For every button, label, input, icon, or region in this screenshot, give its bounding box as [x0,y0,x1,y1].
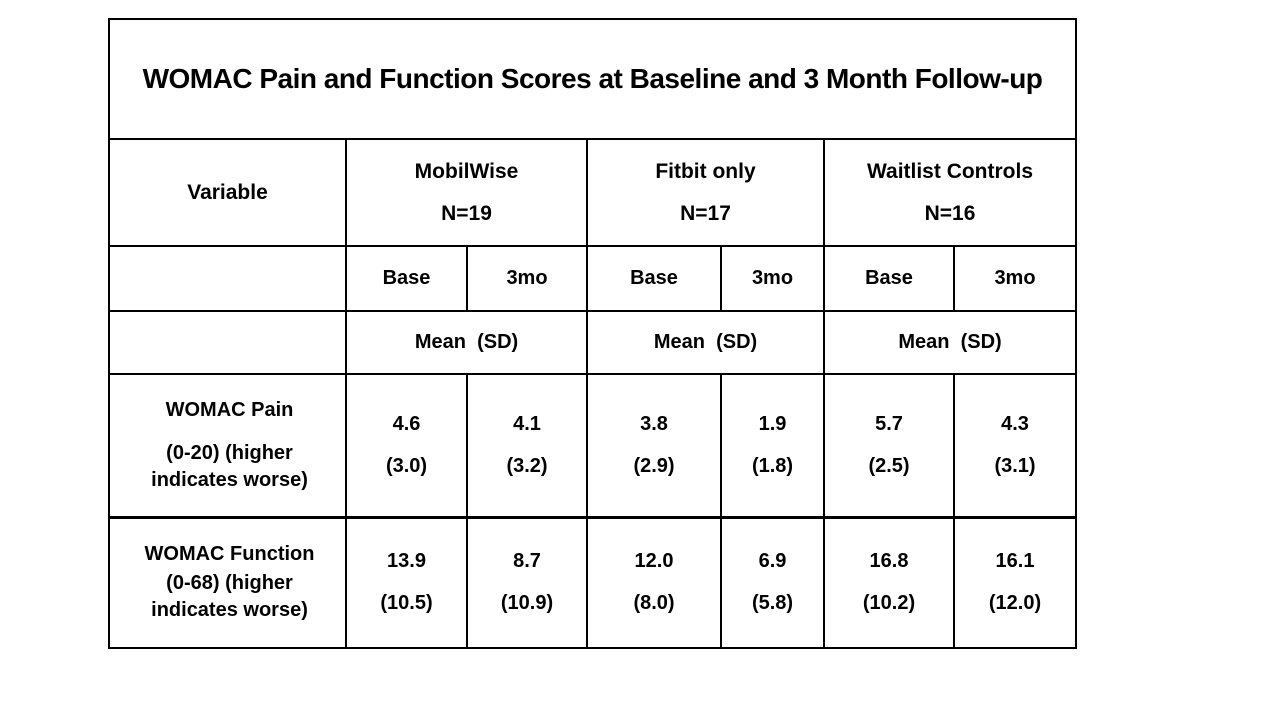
mobilwise-3mo-header: 3mo [466,245,588,312]
timepoint-empty-cell [108,245,347,312]
sd-value: (2.9) [633,454,675,477]
sd-value: (3.2) [506,454,548,477]
mean-value: 16.8 [869,550,909,573]
pain-variable-name: WOMAC Pain [165,398,294,421]
title-cell: WOMAC Pain and Function Scores at Baseli… [108,18,1077,140]
group-n-fitbit: N=17 [680,201,731,225]
group-n-waitlist: N=16 [924,201,976,225]
pain-waitlist-3mo-cell: 4.3 (3.1) [953,373,1077,519]
pain-fitbit-3mo-cell: 1.9 (1.8) [720,373,825,519]
sd-value: (3.1) [994,454,1036,477]
fitbit-base-header: Base [586,245,722,312]
womac-function-row: WOMAC Function (0-68) (higher indicates … [108,516,1077,649]
stat-label-row: Mean (SD) Mean (SD) Mean (SD) [108,310,1077,375]
pain-variable-cell: WOMAC Pain (0-20) (higher indicates wors… [108,373,347,519]
sd-value: (10.5) [380,592,433,615]
mean-value: 12.0 [634,550,674,573]
group-n-mobilwise: N=19 [441,201,492,225]
mobilwise-stat-label: Mean (SD) [345,310,588,375]
function-variable-name: WOMAC Function [144,543,315,566]
function-mobilwise-base-cell: 13.9 (10.5) [345,516,468,649]
sd-value: (10.9) [500,592,554,615]
pain-fitbit-base-cell: 3.8 (2.9) [586,373,722,519]
mean-value: 1.9 [758,412,787,435]
mean-value: 5.7 [875,412,903,435]
mean-value: 13.9 [387,550,426,573]
group-header-row: Variable MobilWise N=19 Fitbit only N=17… [108,138,1077,247]
waitlist-3mo-header: 3mo [953,245,1077,312]
fitbit-3mo-header: 3mo [720,245,825,312]
waitlist-base-header: Base [823,245,955,312]
stat-empty-cell [108,310,347,375]
waitlist-stat-label: Mean (SD) [823,310,1077,375]
fitbit-stat-label: Mean (SD) [586,310,825,375]
pain-variable-detail: (0-20) (higher indicates worse) [151,441,308,491]
title-row: WOMAC Pain and Function Scores at Baseli… [108,18,1077,140]
group-header-fitbit: Fitbit only N=17 [586,138,825,247]
group-name-fitbit: Fitbit only [655,159,756,183]
sd-value: (10.2) [862,592,916,615]
function-fitbit-base-cell: 12.0 (8.0) [586,516,722,649]
sd-value: (8.0) [633,592,675,615]
function-mobilwise-3mo-cell: 8.7 (10.9) [466,516,588,649]
pain-mobilwise-base-cell: 4.6 (3.0) [345,373,468,519]
group-header-waitlist: Waitlist Controls N=16 [823,138,1077,247]
function-fitbit-3mo-cell: 6.9 (5.8) [720,516,825,649]
table-title: WOMAC Pain and Function Scores at Baseli… [142,63,1043,94]
sd-value: (1.8) [751,454,794,477]
mean-value: 8.7 [513,550,541,573]
group-name-waitlist: Waitlist Controls [866,159,1034,183]
group-name-mobilwise: MobilWise [414,159,519,183]
timepoint-row: Base 3mo Base 3mo Base 3mo [108,245,1077,312]
sd-value: (5.8) [751,592,794,615]
function-waitlist-base-cell: 16.8 (10.2) [823,516,955,649]
mean-value: 3.8 [640,412,668,435]
group-header-mobilwise: MobilWise N=19 [345,138,588,247]
mean-value: 4.3 [1001,412,1029,435]
function-variable-detail: (0-68) (higher indicates worse) [151,572,308,622]
pain-mobilwise-3mo-cell: 4.1 (3.2) [466,373,588,519]
sd-value: (12.0) [988,592,1042,615]
womac-pain-row: WOMAC Pain (0-20) (higher indicates wors… [108,373,1077,519]
variable-header-label: Variable [187,180,268,204]
function-waitlist-3mo-cell: 16.1 (12.0) [953,516,1077,649]
mean-value: 4.1 [513,412,541,435]
womac-table: WOMAC Pain and Function Scores at Baseli… [108,18,1077,649]
mean-value: 6.9 [758,550,787,573]
sd-value: (2.5) [868,454,910,477]
sd-value: (3.0) [385,454,428,477]
mean-value: 4.6 [392,412,421,435]
mean-value: 16.1 [995,550,1035,573]
mobilwise-base-header: Base [345,245,468,312]
function-variable-cell: WOMAC Function (0-68) (higher indicates … [108,516,347,649]
variable-header-cell: Variable [108,138,347,247]
pain-waitlist-base-cell: 5.7 (2.5) [823,373,955,519]
